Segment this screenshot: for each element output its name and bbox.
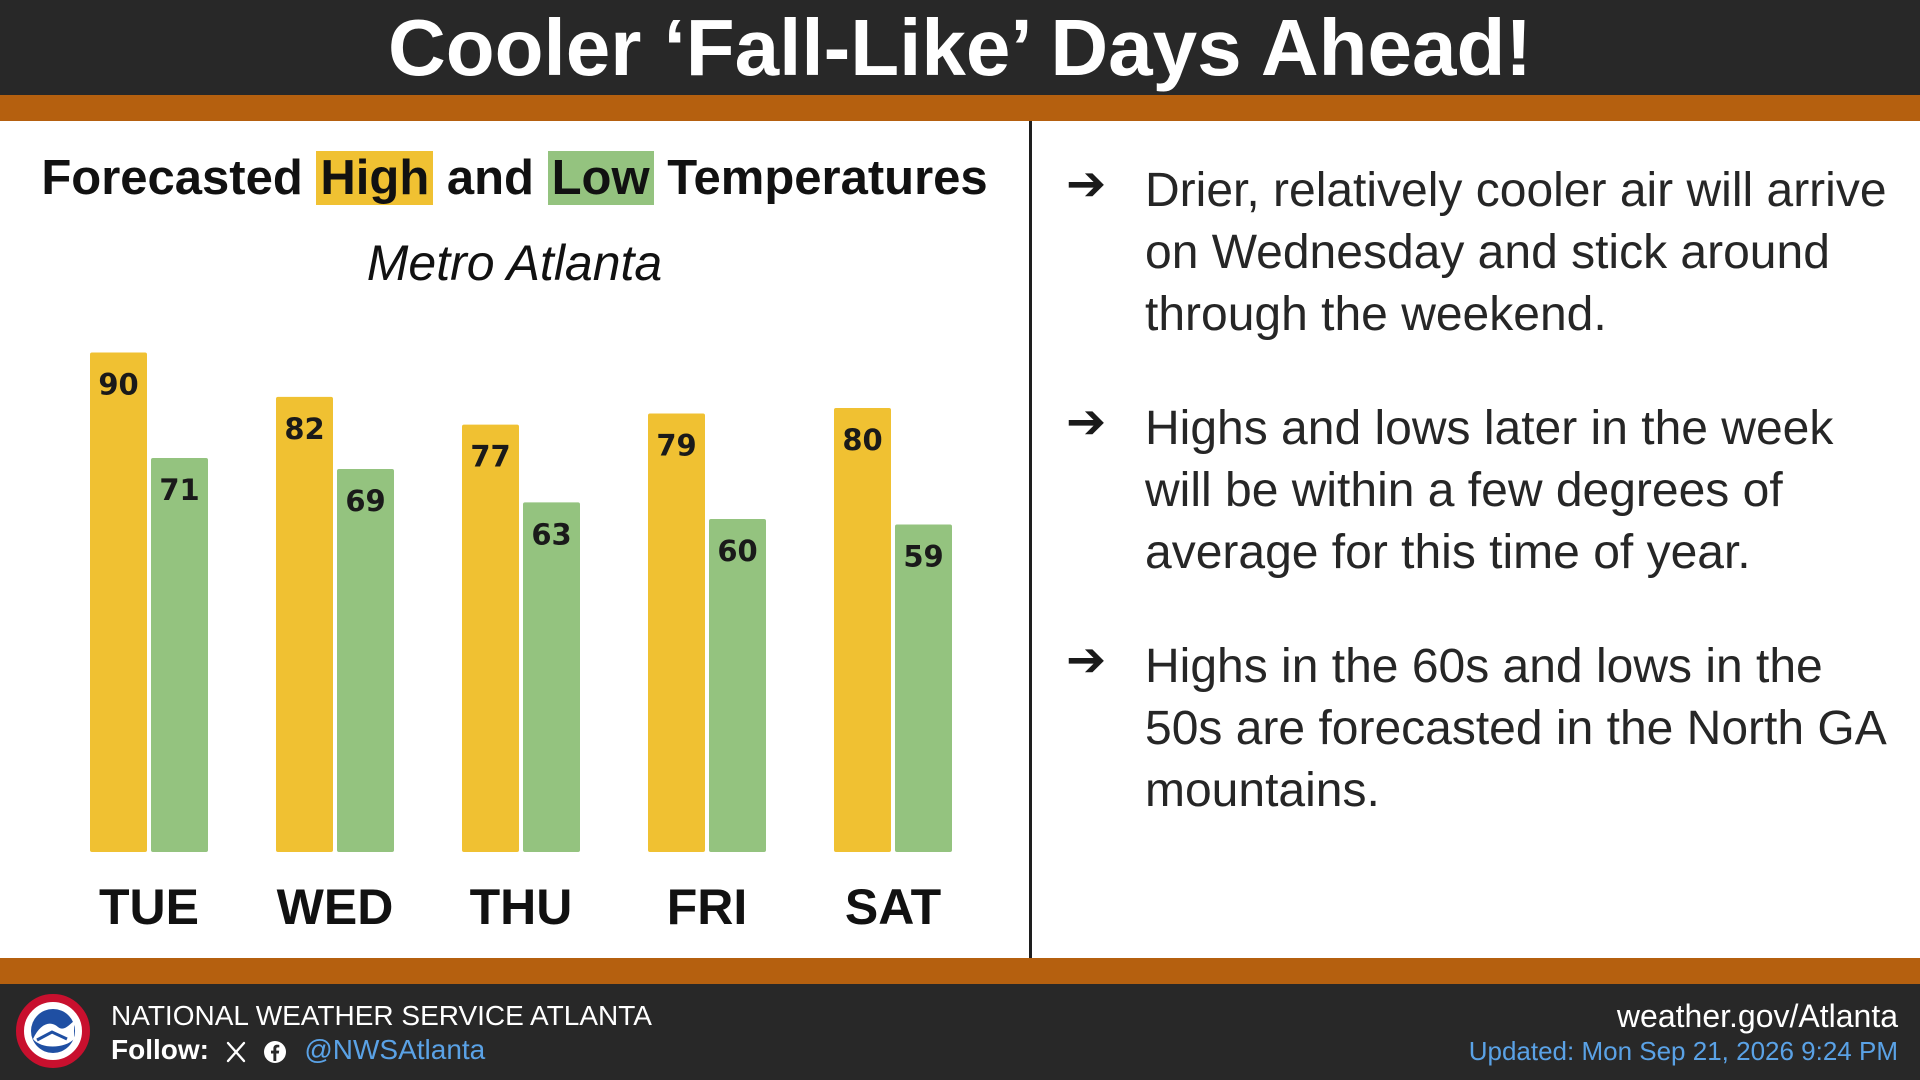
x-icon[interactable] <box>225 1041 247 1063</box>
chart-title-part: and <box>433 151 548 205</box>
bullet-item: ➔ Drier, relatively cooler air will arri… <box>1060 156 1890 346</box>
bottom-accent-stripe <box>0 958 1920 984</box>
high-value-label-wed: 82 <box>284 412 324 446</box>
low-value-label-thu: 63 <box>531 517 571 551</box>
high-value-label-sat: 80 <box>842 423 882 457</box>
high-bar-wed <box>276 396 333 852</box>
low-value-label-tue: 71 <box>159 473 199 507</box>
follow-label: Follow: <box>111 1034 209 1065</box>
footer-bar: NATIONAL WEATHER SERVICE ATLANTA Follow:… <box>0 984 1920 1080</box>
high-bar-tue <box>90 352 147 852</box>
high-bar-fri <box>648 413 705 852</box>
social-handle-link[interactable]: @NWSAtlanta <box>304 1034 486 1065</box>
chart-title: Forecasted High and Low Temperatures <box>0 150 1029 206</box>
arrow-right-icon: ➔ <box>1066 156 1107 212</box>
website-link[interactable]: weather.gov/Atlanta <box>1616 998 1898 1034</box>
nws-logo-icon <box>16 994 90 1068</box>
low-bar-fri <box>709 519 766 852</box>
arrow-right-icon: ➔ <box>1066 394 1107 450</box>
bullet-text: Highs and lows later in the week will be… <box>1145 402 1834 579</box>
low-bar-sat <box>895 524 952 852</box>
page-title: Cooler ‘Fall-Like’ Days Ahead! <box>387 3 1533 92</box>
x-tick-label-thu: THU <box>470 879 573 935</box>
chart-title-high-highlight: High <box>316 151 434 205</box>
arrow-right-icon: ➔ <box>1066 632 1107 688</box>
bullet-item: ➔ Highs and lows later in the week will … <box>1060 394 1890 584</box>
bullet-text: Drier, relatively cooler air will arrive… <box>1145 164 1887 341</box>
bullet-text: Highs in the 60s and lows in the 50s are… <box>1145 640 1885 817</box>
panel-divider <box>1029 121 1032 958</box>
chart-title-low-highlight: Low <box>547 151 654 205</box>
chart-title-part: Temperatures <box>653 151 988 205</box>
low-bar-wed <box>337 469 394 852</box>
bullet-item: ➔ Highs in the 60s and lows in the 50s a… <box>1060 632 1890 822</box>
x-tick-label-sat: SAT <box>845 879 941 935</box>
low-value-label-wed: 69 <box>345 484 385 518</box>
facebook-icon[interactable] <box>263 1040 287 1064</box>
low-value-label-sat: 59 <box>903 540 943 574</box>
follow-row: Follow: @NWSAtlanta <box>111 1034 485 1066</box>
high-bar-thu <box>462 424 519 852</box>
high-bar-sat <box>834 408 891 852</box>
temperature-bar-chart: 90 71 TUE 82 69 WED 77 63 THU 79 60 FRI 80 59 SAT <box>90 352 952 935</box>
chart-title-part: Forecasted <box>41 151 317 205</box>
top-accent-stripe <box>0 95 1920 121</box>
high-value-label-fri: 79 <box>656 429 696 463</box>
low-bar-tue <box>151 457 208 852</box>
chart-subtitle: Metro Atlanta <box>366 235 663 291</box>
organization-name: NATIONAL WEATHER SERVICE ATLANTA <box>111 1000 652 1031</box>
header-bar <box>0 0 1920 95</box>
low-bar-thu <box>523 502 580 852</box>
x-tick-label-wed: WED <box>277 879 394 935</box>
low-value-label-fri: 60 <box>717 534 757 568</box>
high-value-label-thu: 77 <box>470 440 510 474</box>
bullet-list: ➔ Drier, relatively cooler air will arri… <box>1060 156 1890 874</box>
updated-timestamp: Updated: Mon Sep 21, 2026 9:24 PM <box>1468 1036 1898 1066</box>
high-value-label-tue: 90 <box>98 368 138 402</box>
x-tick-label-tue: TUE <box>99 879 199 935</box>
x-tick-label-fri: FRI <box>667 879 748 935</box>
